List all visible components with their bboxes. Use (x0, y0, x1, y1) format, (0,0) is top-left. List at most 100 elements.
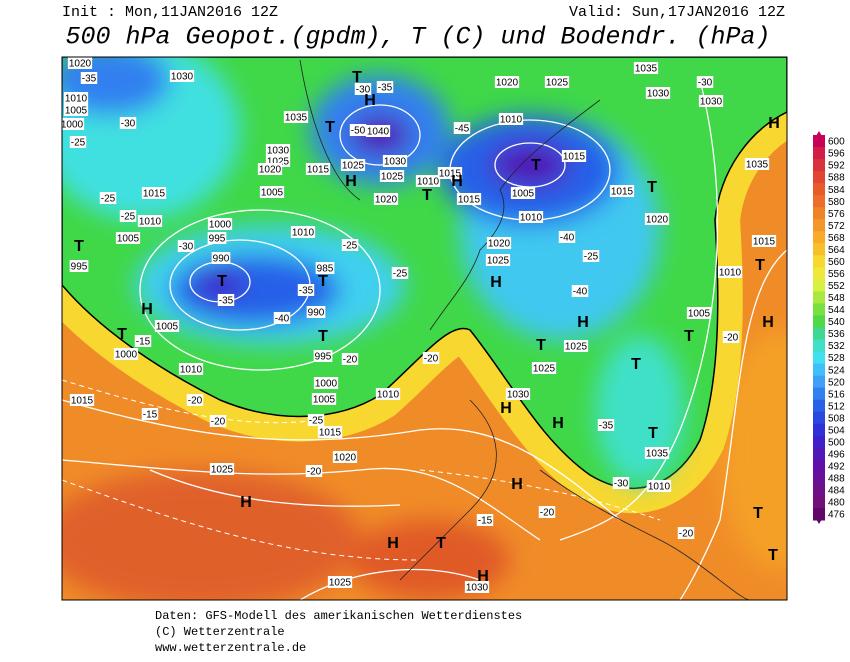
isobar-label-box (382, 155, 408, 167)
temperature-label: -35 (299, 286, 314, 297)
isobar-label-box (311, 393, 337, 405)
isobar-label-box (62, 118, 85, 130)
color-swatch (813, 423, 825, 437)
isobar-label-box (379, 170, 405, 182)
color-swatch (813, 243, 825, 256)
isobar-label-box (633, 62, 659, 74)
isobar-label: 1035 (746, 160, 769, 171)
pressure-center: T (74, 238, 84, 255)
color-bar-tick-label: 496 (828, 449, 845, 460)
isobar-label-box (265, 144, 291, 156)
color-swatch (813, 315, 825, 328)
isobar-label: 1015 (439, 169, 462, 180)
temperature-label: -20 (679, 529, 694, 540)
isobar-label-box (115, 232, 141, 244)
isobar-label: 1005 (313, 395, 336, 406)
isobar-label: 995 (209, 234, 226, 245)
isobar-label-box (178, 363, 204, 375)
temperature-label-box (571, 285, 589, 297)
isobar-label: 1010 (417, 177, 440, 188)
isobar-label: 1015 (563, 152, 586, 163)
pressure-center: T (436, 535, 446, 552)
temperature-label: -20 (540, 508, 555, 519)
temperature-label: -25 (584, 252, 599, 263)
color-swatch (813, 171, 825, 184)
isobar-label-box (498, 113, 524, 125)
pressure-center: T (422, 187, 432, 204)
pressure-center: H (387, 535, 399, 552)
temperature-label: -50 (351, 126, 366, 137)
isobar-label: 1000 (115, 350, 138, 361)
temperature-label: -20 (188, 396, 203, 407)
color-bar-tick-label: 536 (828, 329, 845, 340)
temperature-label-box (119, 117, 137, 129)
pressure-center: T (631, 356, 641, 373)
isobar-label-box (373, 193, 399, 205)
isobar-label: 1000 (209, 220, 232, 231)
isobar-label-box (305, 163, 331, 175)
color-bar-tick-label: 520 (828, 377, 845, 388)
pressure-center: T (318, 273, 328, 290)
isobar-label: 1035 (635, 64, 658, 75)
color-bar-tick-label: 592 (828, 161, 845, 172)
isobar-label-box (698, 95, 724, 107)
color-bar-tick-label: 556 (828, 269, 845, 280)
isobar-label-box (644, 447, 670, 459)
isobar-label: 1030 (507, 390, 530, 401)
isobar-label-box (332, 451, 358, 463)
isobar-label: 1040 (367, 127, 390, 138)
isobar-label: 995 (315, 352, 332, 363)
temperature-label: -20 (724, 333, 739, 344)
isobar-label-box (494, 76, 520, 88)
isobar-label-box (563, 340, 589, 352)
isobar-label-box (365, 125, 391, 137)
isobar-label-box (510, 187, 536, 199)
temperature-label-box (354, 83, 372, 95)
color-bar-tick-label: 480 (828, 498, 845, 509)
temperature-label: -15 (143, 410, 158, 421)
isobar-label: 1010 (377, 390, 400, 401)
temperature-label-box (376, 81, 394, 93)
isobar-label-box (644, 213, 670, 225)
color-swatch (813, 147, 825, 160)
isobar-label-box (456, 193, 482, 205)
temperature-label: -35 (378, 83, 393, 94)
color-bar-tick-label: 580 (828, 197, 845, 208)
pressure-center: H (500, 400, 512, 417)
color-swatch (813, 327, 825, 341)
color-bar-tick-label: 572 (828, 221, 845, 232)
pressure-center: H (552, 415, 564, 432)
temperature-label: -15 (136, 337, 151, 348)
pressure-center: T (755, 257, 765, 274)
isobar-label-box (257, 163, 283, 175)
isobar-label-box (686, 307, 712, 319)
temperature-label-box (422, 352, 440, 364)
pressure-center: T (648, 425, 658, 442)
color-bar-tick-label: 528 (828, 353, 845, 364)
isobar-label-box (561, 150, 587, 162)
temperature-label-box (186, 394, 204, 406)
color-swatch (813, 219, 825, 232)
isobar-label-box (717, 266, 743, 278)
isobar-label: 1030 (384, 157, 407, 168)
temperature-label-box (349, 124, 367, 136)
isobar-label-box (154, 320, 180, 332)
color-swatch (813, 279, 825, 292)
color-bar-tick-label: 504 (828, 425, 845, 436)
isobar-label-box (315, 262, 335, 274)
isobar-label-box (63, 104, 89, 116)
isobar-label-box (464, 581, 490, 593)
color-swatch (813, 291, 825, 304)
temperature-label-box (69, 136, 87, 148)
isobar-label: 1035 (646, 449, 669, 460)
color-bar-tick-label: 584 (828, 185, 845, 196)
temperature-label-box (341, 353, 359, 365)
temperature-label-box (677, 527, 695, 539)
isobar-label-box (437, 167, 463, 179)
temperature-label-box (297, 284, 315, 296)
temperature-label: -30 (698, 78, 713, 89)
isobar-label: 1015 (753, 237, 776, 248)
temperature-label-box (696, 76, 714, 88)
temperature-label: -40 (573, 287, 588, 298)
isobar-label: 1025 (487, 256, 510, 267)
